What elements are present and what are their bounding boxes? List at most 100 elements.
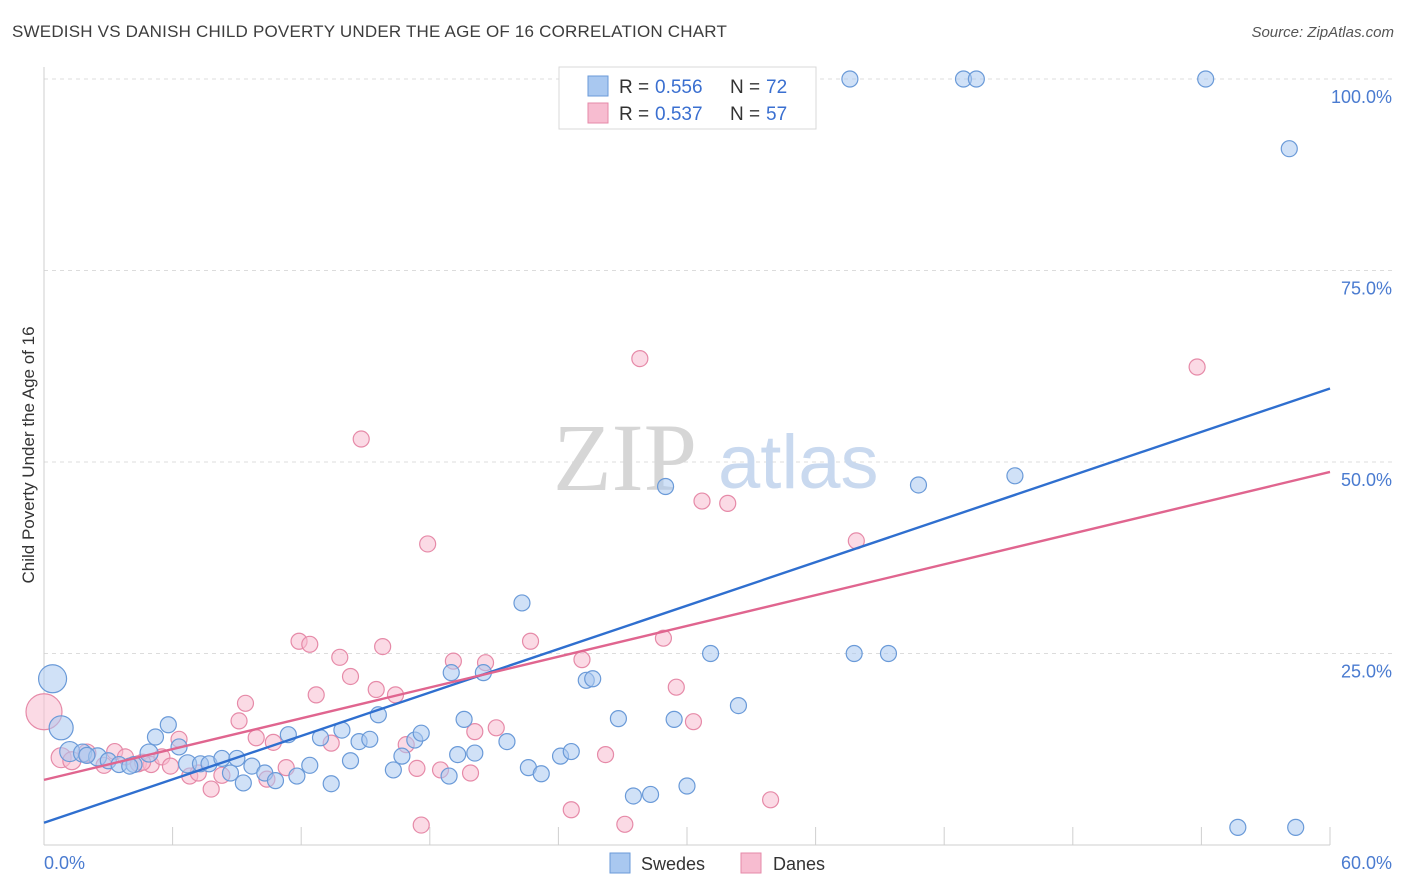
danes-point: [1188, 358, 1206, 376]
danes-point: [667, 678, 685, 696]
swedes-point: [532, 765, 550, 783]
swedes-point: [879, 644, 898, 663]
legend-r-value-danes: 0.537: [655, 104, 703, 125]
swedes-point: [48, 715, 74, 741]
legend-n-value-danes: 57: [766, 104, 787, 125]
legend-swatch-swedes: [587, 75, 609, 97]
swedes-point: [288, 767, 306, 785]
danes-point: [341, 667, 360, 686]
swedes-point: [442, 664, 460, 682]
danes-point: [719, 494, 737, 512]
swedes-point: [729, 696, 748, 715]
source-label: Source: ZipAtlas.com: [1251, 24, 1394, 41]
danes-point: [419, 535, 437, 553]
swedes-point: [384, 761, 402, 779]
watermark-zip: ZIP: [553, 404, 697, 511]
regression-lines: [43, 387, 1331, 824]
danes-point: [654, 629, 673, 647]
watermark: ZIP atlas: [553, 404, 879, 511]
swedes-point: [584, 670, 602, 688]
y-tick-label: 100.0%: [1331, 87, 1392, 107]
swedes-point: [449, 746, 467, 764]
swedes-point: [678, 777, 696, 795]
swedes-point: [1006, 467, 1024, 485]
chart-title: SWEDISH VS DANISH CHILD POVERTY UNDER TH…: [12, 22, 728, 41]
danes-point: [301, 635, 319, 653]
y-tick-label: 75.0%: [1341, 279, 1392, 299]
danes-point: [202, 780, 220, 798]
swedes-regression-line: [43, 387, 1331, 824]
swedes-point: [1229, 818, 1247, 836]
legend: R = 0.556 N = 72 R = 0.537 N = 57: [558, 66, 817, 130]
danes-point: [352, 430, 370, 448]
swedes-point: [159, 716, 177, 734]
swedes-point: [498, 732, 516, 751]
danes-point: [374, 638, 392, 656]
y-tick-label: 25.0%: [1341, 662, 1392, 682]
danes-point: [684, 713, 703, 731]
danes-point: [631, 349, 649, 368]
danes-point: [521, 632, 540, 650]
legend-n-label-swedes: N =: [730, 77, 760, 98]
swedes-point: [967, 70, 985, 88]
bottom-legend: Swedes Danes: [609, 852, 825, 874]
danes-point: [331, 648, 349, 666]
bottom-legend-swatch-danes: [740, 852, 762, 874]
danes-point: [408, 759, 426, 778]
y-axis-label: Child Poverty Under the Age of 16: [19, 326, 38, 583]
swedes-point: [78, 746, 96, 764]
swedes-point: [221, 764, 240, 782]
danes-point: [616, 815, 634, 833]
x-tick-label: 0.0%: [44, 853, 85, 873]
danes-point: [693, 492, 711, 510]
danes-regression-line: [43, 470, 1331, 782]
swedes-point: [841, 70, 859, 88]
swedes-point: [393, 747, 411, 765]
swedes-point: [234, 774, 252, 792]
danes-point: [461, 764, 480, 782]
watermark-atlas: atlas: [718, 420, 879, 505]
bottom-legend-swatch-swedes: [609, 852, 631, 874]
danes-point: [307, 686, 325, 704]
swedes-point: [37, 664, 68, 694]
legend-r-label-swedes: R =: [619, 77, 649, 98]
swedes-point: [440, 767, 458, 785]
y-tick-label: 50.0%: [1341, 470, 1392, 490]
danes-points: [25, 349, 1206, 834]
swedes-point: [909, 476, 928, 494]
danes-point: [761, 791, 780, 809]
swedes-point: [121, 757, 139, 775]
legend-r-label-danes: R =: [619, 104, 649, 125]
swedes-point: [641, 785, 660, 804]
swedes-point: [322, 775, 340, 793]
danes-point: [487, 719, 505, 737]
danes-point: [562, 801, 580, 819]
swedes-point: [1280, 140, 1298, 158]
swedes-point: [609, 710, 628, 728]
swedes-point: [665, 710, 683, 728]
danes-point: [247, 729, 265, 747]
swedes-point: [146, 728, 165, 746]
swedes-point: [466, 744, 484, 762]
swedes-point: [1197, 70, 1215, 88]
bottom-legend-swedes: Swedes: [641, 854, 705, 874]
x-tick-label: 60.0%: [1341, 853, 1392, 873]
swedes-point: [845, 644, 863, 663]
danes-point: [596, 746, 615, 764]
legend-r-value-swedes: 0.556: [655, 77, 703, 98]
swedes-point: [513, 594, 531, 612]
legend-swatch-danes: [587, 102, 609, 124]
danes-point: [230, 712, 248, 730]
swedes-point: [455, 710, 473, 728]
bottom-legend-danes: Danes: [773, 854, 825, 874]
swedes-point: [301, 756, 319, 774]
swedes-point: [701, 644, 720, 663]
swedes-point: [361, 730, 379, 748]
swedes-point: [1287, 818, 1305, 836]
danes-point: [367, 680, 385, 699]
swedes-point: [412, 724, 430, 742]
danes-point: [412, 816, 430, 834]
danes-point: [161, 757, 180, 775]
swedes-point: [562, 742, 580, 761]
